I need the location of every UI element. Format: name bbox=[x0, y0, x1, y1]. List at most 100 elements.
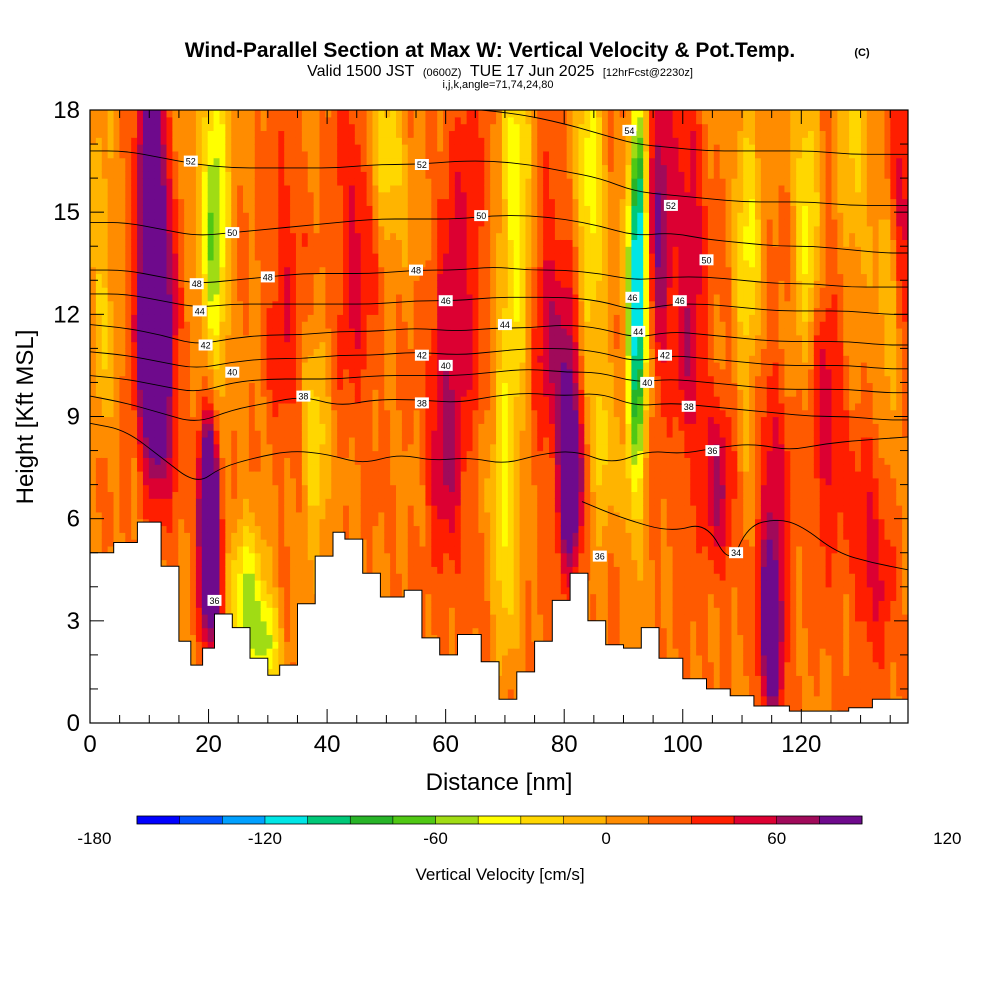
w-cell bbox=[319, 110, 326, 118]
w-cell bbox=[307, 327, 315, 336]
w-cell bbox=[366, 436, 374, 445]
w-cell bbox=[372, 498, 379, 506]
w-cell bbox=[225, 130, 232, 138]
w-cell bbox=[284, 654, 291, 663]
w-cell bbox=[319, 321, 326, 329]
w-cell bbox=[90, 396, 97, 404]
w-cell bbox=[231, 355, 238, 363]
w-cell bbox=[360, 198, 368, 206]
w-cell bbox=[201, 634, 209, 642]
w-cell bbox=[160, 239, 168, 247]
w-cell bbox=[272, 280, 279, 288]
w-cell bbox=[254, 287, 262, 295]
w-cell bbox=[172, 266, 179, 275]
w-cell bbox=[278, 654, 285, 663]
w-cell bbox=[407, 402, 415, 411]
w-cell bbox=[254, 423, 262, 431]
w-cell bbox=[190, 314, 197, 322]
w-cell bbox=[172, 225, 179, 234]
w-cell bbox=[295, 327, 303, 336]
w-cell bbox=[354, 321, 362, 329]
w-cell bbox=[319, 416, 326, 424]
w-cell bbox=[378, 300, 385, 309]
w-cell bbox=[219, 307, 226, 315]
w-cell bbox=[366, 116, 374, 125]
w-cell bbox=[231, 600, 238, 608]
w-cell bbox=[225, 287, 232, 295]
w-cell bbox=[231, 579, 238, 588]
w-cell bbox=[295, 450, 303, 458]
w-cell bbox=[295, 307, 303, 315]
w-cell bbox=[348, 116, 356, 125]
w-cell bbox=[378, 443, 385, 452]
w-cell bbox=[313, 464, 321, 472]
w-cell bbox=[107, 280, 115, 288]
w-cell bbox=[225, 362, 232, 370]
w-cell bbox=[237, 477, 244, 486]
w-cell bbox=[195, 191, 203, 200]
w-cell bbox=[95, 389, 103, 397]
w-cell bbox=[266, 178, 274, 186]
w-cell bbox=[95, 402, 103, 411]
w-cell bbox=[366, 225, 374, 234]
w-cell bbox=[219, 314, 226, 322]
w-cell bbox=[266, 246, 274, 254]
w-cell bbox=[272, 191, 279, 200]
w-cell bbox=[178, 327, 185, 336]
w-cell bbox=[301, 539, 309, 547]
w-cell bbox=[160, 137, 168, 145]
w-cell bbox=[360, 150, 368, 159]
w-cell bbox=[396, 327, 403, 336]
w-cell bbox=[154, 443, 162, 452]
w-cell bbox=[107, 171, 115, 179]
w-cell bbox=[266, 218, 274, 227]
w-cell bbox=[113, 470, 121, 479]
w-cell bbox=[290, 314, 297, 322]
w-cell bbox=[378, 450, 385, 458]
w-cell bbox=[366, 253, 374, 261]
w-cell bbox=[95, 545, 103, 554]
w-cell bbox=[354, 525, 362, 533]
w-cell bbox=[407, 157, 415, 166]
w-cell bbox=[278, 634, 285, 642]
w-cell bbox=[337, 450, 344, 458]
w-cell bbox=[231, 430, 238, 438]
w-cell bbox=[172, 450, 179, 458]
w-cell bbox=[213, 518, 221, 527]
w-cell bbox=[90, 205, 97, 213]
w-cell bbox=[195, 171, 203, 179]
w-cell bbox=[225, 423, 232, 431]
w-cell bbox=[190, 150, 197, 159]
w-cell bbox=[237, 423, 244, 431]
w-cell bbox=[107, 273, 115, 281]
w-cell bbox=[284, 253, 291, 261]
w-cell bbox=[266, 402, 274, 411]
w-cell bbox=[101, 212, 109, 220]
w-cell bbox=[201, 491, 209, 499]
w-cell bbox=[90, 280, 97, 288]
w-cell bbox=[360, 171, 368, 179]
w-cell bbox=[384, 579, 391, 588]
w-cell bbox=[407, 566, 415, 574]
w-cell bbox=[125, 164, 132, 172]
w-cell bbox=[201, 539, 209, 547]
w-cell bbox=[313, 327, 321, 336]
w-cell bbox=[119, 212, 126, 220]
w-cell bbox=[354, 198, 362, 206]
w-cell bbox=[307, 334, 315, 343]
w-cell bbox=[278, 607, 285, 615]
w-cell bbox=[237, 123, 244, 132]
w-cell bbox=[343, 232, 350, 241]
w-cell bbox=[148, 368, 156, 377]
w-cell bbox=[390, 178, 397, 186]
w-cell bbox=[396, 464, 403, 472]
w-cell bbox=[213, 150, 221, 159]
w-cell bbox=[401, 205, 409, 213]
w-cell bbox=[390, 171, 397, 179]
w-cell bbox=[284, 498, 291, 506]
w-cell bbox=[390, 123, 397, 132]
w-cell bbox=[301, 110, 309, 118]
w-cell bbox=[360, 137, 368, 145]
w-cell bbox=[390, 144, 397, 152]
w-cell bbox=[248, 198, 256, 206]
